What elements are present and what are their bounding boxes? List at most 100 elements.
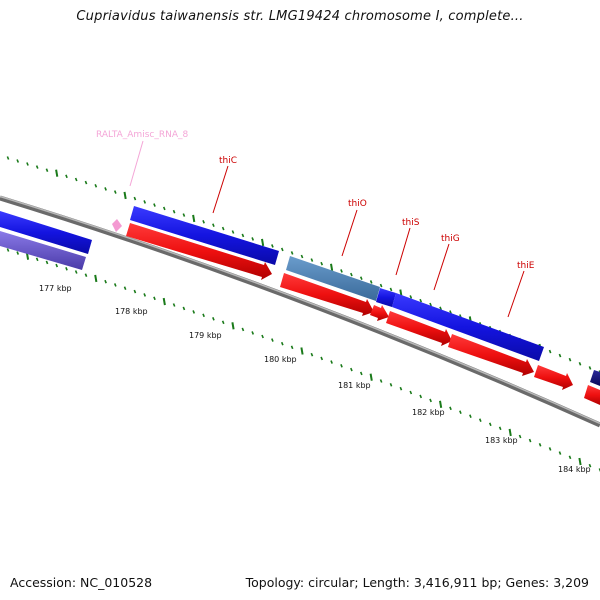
major-tick bbox=[508, 428, 512, 437]
minor-tick bbox=[369, 280, 373, 284]
rna-marker[interactable] bbox=[112, 219, 122, 232]
minor-tick bbox=[310, 352, 314, 357]
forward-gene[interactable] bbox=[0, 211, 92, 254]
label-thiC[interactable]: thiC bbox=[219, 156, 237, 166]
minor-tick bbox=[389, 383, 393, 387]
leader-thiO bbox=[341, 209, 358, 257]
minor-tick bbox=[45, 260, 49, 265]
chromosome-backbone bbox=[0, 195, 600, 428]
scale-labels: 177 kbp 178 kbp 179 kbp 180 kbp 181 kbp … bbox=[39, 284, 591, 474]
map-title: Cupriavidus taiwanensis str. LMG19424 ch… bbox=[76, 9, 524, 24]
label-RALTA_Amisc_RNA_8[interactable]: RALTA_Amisc_RNA_8 bbox=[96, 130, 188, 140]
minor-tick bbox=[231, 230, 235, 234]
cds-arrow[interactable] bbox=[386, 311, 452, 346]
minor-tick bbox=[153, 296, 156, 301]
scale-label: 184 kbp bbox=[558, 465, 591, 474]
minor-tick bbox=[104, 187, 107, 191]
minor-tick bbox=[290, 345, 294, 350]
major-tick bbox=[192, 214, 196, 223]
scale-label: 179 kbp bbox=[189, 331, 222, 340]
minor-tick bbox=[340, 269, 343, 273]
minor-tick bbox=[558, 451, 562, 455]
minor-tick bbox=[320, 356, 324, 361]
cds-arrow-edge[interactable] bbox=[584, 385, 600, 405]
minor-tick bbox=[251, 331, 255, 335]
minor-tick bbox=[65, 267, 68, 271]
cds-arrow[interactable] bbox=[448, 334, 534, 376]
inner-tick-track bbox=[6, 248, 600, 472]
cds-arrow[interactable] bbox=[126, 223, 272, 280]
minor-tick bbox=[429, 398, 432, 403]
minor-tick bbox=[212, 223, 215, 227]
minor-tick bbox=[320, 261, 324, 266]
minor-tick bbox=[84, 180, 88, 185]
minor-tick bbox=[399, 386, 403, 391]
minor-tick bbox=[409, 390, 413, 395]
cds-arrow[interactable] bbox=[534, 365, 573, 390]
minor-tick bbox=[16, 159, 20, 163]
scale-label: 183 kbp bbox=[485, 436, 518, 445]
scale-label: 180 kbp bbox=[264, 355, 297, 364]
minor-tick bbox=[45, 168, 49, 172]
minor-tick bbox=[182, 306, 186, 311]
scale-label: 177 kbp bbox=[39, 284, 72, 293]
major-tick bbox=[94, 274, 98, 283]
minor-tick bbox=[280, 341, 284, 346]
minor-tick bbox=[162, 206, 166, 211]
pseudo-gene-thiO[interactable] bbox=[286, 256, 380, 301]
minor-tick bbox=[271, 338, 274, 342]
minor-tick bbox=[202, 220, 205, 224]
minor-tick bbox=[439, 306, 442, 311]
minor-tick bbox=[202, 313, 205, 318]
major-tick bbox=[261, 238, 265, 247]
minor-tick bbox=[518, 434, 522, 439]
forward-gene-edge[interactable] bbox=[590, 370, 600, 386]
minor-tick bbox=[172, 303, 176, 307]
minor-tick bbox=[568, 357, 572, 362]
minor-tick bbox=[241, 327, 245, 332]
minor-tick bbox=[74, 270, 78, 274]
chromosome-backbone-highlight bbox=[0, 195, 600, 425]
minor-tick bbox=[389, 287, 393, 292]
minor-tick bbox=[133, 196, 137, 201]
minor-tick bbox=[280, 247, 284, 252]
minor-tick bbox=[379, 283, 383, 288]
scale-label: 178 kbp bbox=[115, 307, 148, 316]
minor-tick bbox=[350, 367, 353, 372]
minor-tick bbox=[359, 276, 363, 280]
minor-tick bbox=[528, 438, 532, 443]
label-thiG[interactable]: thiG bbox=[441, 234, 460, 244]
minor-tick bbox=[6, 156, 10, 160]
major-tick bbox=[330, 263, 334, 271]
minor-tick bbox=[478, 418, 482, 422]
lavender-gene[interactable] bbox=[0, 231, 86, 270]
major-tick bbox=[55, 169, 59, 177]
feature-labels: RALTA_Amisc_RNA_8 thiC thiO thiS thiG th… bbox=[96, 130, 535, 271]
minor-tick bbox=[498, 426, 502, 431]
minor-tick bbox=[548, 349, 552, 354]
cds-arrow[interactable] bbox=[280, 273, 374, 316]
label-thiE[interactable]: thiE bbox=[517, 261, 535, 271]
minor-tick bbox=[588, 366, 592, 370]
minor-tick bbox=[488, 422, 492, 427]
leader-thiG bbox=[433, 243, 450, 291]
minor-tick bbox=[35, 165, 39, 169]
forward-gene-thiC[interactable] bbox=[130, 206, 279, 265]
label-leader-lines bbox=[129, 140, 525, 318]
minor-tick bbox=[330, 360, 333, 364]
major-tick bbox=[162, 297, 166, 306]
minor-tick bbox=[449, 406, 452, 411]
leader-RALTA_Amisc_RNA_8 bbox=[129, 140, 144, 187]
forward-gene-thiG-thiE[interactable] bbox=[392, 293, 544, 361]
minor-tick bbox=[113, 283, 117, 287]
minor-tick bbox=[538, 443, 542, 447]
label-thiS[interactable]: thiS bbox=[402, 218, 420, 228]
leader-thiS bbox=[395, 227, 411, 276]
minor-tick bbox=[359, 371, 363, 376]
label-thiO[interactable]: thiO bbox=[348, 199, 367, 209]
forward-gene-thiS[interactable] bbox=[376, 288, 396, 307]
minor-tick bbox=[94, 184, 98, 188]
cds-arrow[interactable] bbox=[370, 305, 389, 321]
minor-tick bbox=[419, 394, 423, 399]
